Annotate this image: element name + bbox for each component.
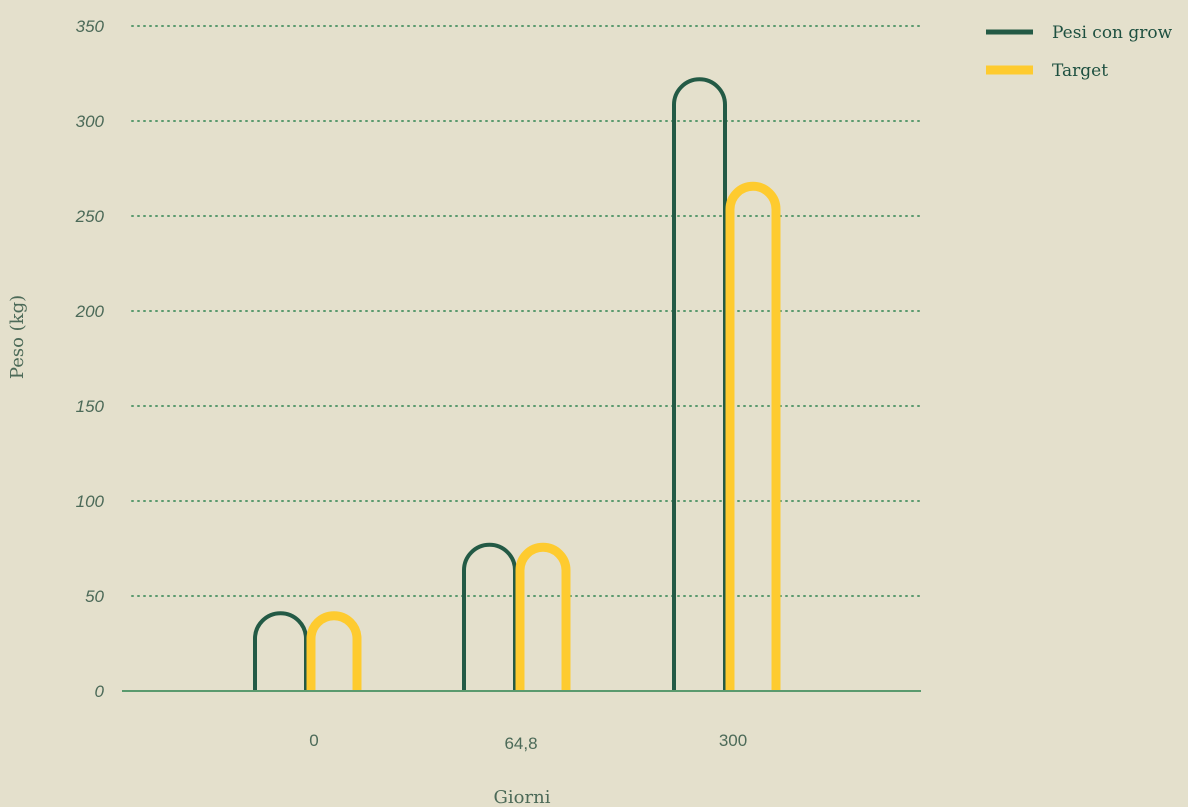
y-tick-label: 0 bbox=[95, 682, 105, 701]
y-axis-title: Peso (kg) bbox=[7, 295, 28, 379]
x-tick-label: 64,8 bbox=[504, 734, 537, 753]
legend-label: Target bbox=[1052, 61, 1108, 81]
bars-layer bbox=[253, 77, 781, 691]
bar-target bbox=[515, 542, 571, 691]
y-tick-label: 100 bbox=[76, 492, 105, 511]
y-tick-label: 150 bbox=[76, 397, 105, 416]
bar-target bbox=[725, 181, 781, 691]
y-tick-label: 200 bbox=[75, 302, 105, 321]
legend-label: Pesi con grow bbox=[1052, 23, 1173, 43]
y-tick-label: 300 bbox=[76, 112, 105, 131]
y-tick-label: 50 bbox=[85, 587, 104, 606]
x-axis-title: Giorni bbox=[494, 787, 551, 807]
bar-pesi-con-grow bbox=[253, 611, 308, 691]
y-tick-label: 250 bbox=[75, 207, 105, 226]
axis-layer: 0 50 100 150 200 250 300 350 0 64,8 300 bbox=[75, 17, 921, 753]
legend: Pesi con grow Target bbox=[986, 23, 1173, 81]
bar-target bbox=[306, 611, 362, 691]
grid-layer bbox=[131, 25, 922, 597]
x-tick-label: 300 bbox=[719, 731, 747, 750]
x-tick-label: 0 bbox=[309, 731, 318, 750]
bar-pesi-con-grow bbox=[672, 77, 727, 691]
bar-pesi-con-grow bbox=[462, 542, 517, 691]
y-tick-label: 350 bbox=[76, 17, 105, 36]
